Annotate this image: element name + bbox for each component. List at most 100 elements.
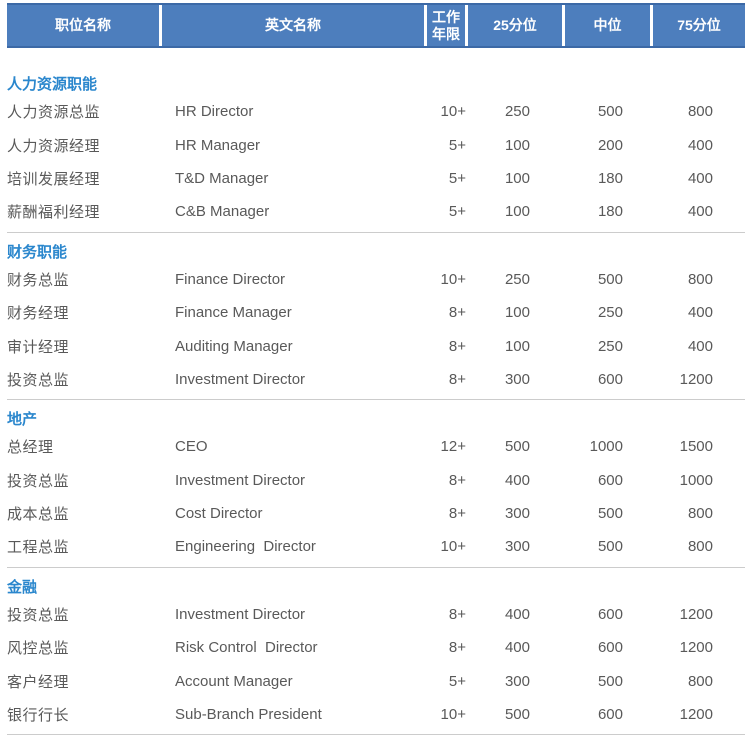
percentile-25-value: 100 bbox=[504, 136, 530, 154]
table-row: 投资总监 Investment Director 8+ 400 600 1200 bbox=[7, 598, 745, 631]
percentile-25-value: 250 bbox=[504, 270, 530, 288]
percentile-75-value: 800 bbox=[687, 270, 713, 288]
header-percentile-75: 75分位 bbox=[677, 17, 721, 34]
percentile-75-value: 800 bbox=[687, 103, 713, 121]
table-row: 培训发展经理 T&D Manager 5+ 100 180 400 bbox=[7, 162, 745, 195]
work-years-value: 5+ bbox=[448, 203, 466, 221]
work-years-value: 8+ bbox=[448, 337, 466, 355]
position-name-cn: 财务总监 bbox=[7, 271, 70, 289]
position-name-cn: 工程总监 bbox=[7, 539, 70, 557]
table-row: 财务经理 Finance Manager 8+ 100 250 400 bbox=[7, 296, 745, 329]
position-name-en: Auditing Manager bbox=[175, 337, 293, 355]
salary-table: 职位名称 英文名称 工作年限 25分位 中位 75分位 人力资源职能 人力资源总… bbox=[7, 3, 745, 736]
median-value: 500 bbox=[597, 672, 623, 690]
header-position-name: 职位名称 bbox=[7, 5, 162, 46]
table-row: 人力资源总监 HR Director 10+ 250 500 800 bbox=[7, 95, 745, 128]
median-value: 500 bbox=[597, 538, 623, 556]
percentile-25-value: 300 bbox=[504, 505, 530, 523]
position-name-en: Finance Manager bbox=[175, 304, 292, 322]
percentile-75-value: 400 bbox=[687, 304, 713, 322]
percentile-25-value: 100 bbox=[504, 169, 530, 187]
table-row: 财务总监 Finance Director 10+ 250 500 800 bbox=[7, 263, 745, 296]
percentile-75-value: 800 bbox=[687, 538, 713, 556]
table-row: 银行行长 Sub-Branch President 10+ 500 600 12… bbox=[7, 698, 745, 731]
position-name-cn: 总经理 bbox=[7, 439, 54, 457]
work-years-value: 5+ bbox=[448, 136, 466, 154]
position-name-cn: 审计经理 bbox=[7, 338, 70, 356]
percentile-25-value: 300 bbox=[504, 672, 530, 690]
header-work-years: 工作年限 bbox=[427, 5, 468, 46]
work-years-value: 10+ bbox=[440, 538, 466, 556]
percentile-75-value: 400 bbox=[687, 169, 713, 187]
position-name-en: Investment Director bbox=[175, 605, 306, 623]
median-value: 600 bbox=[597, 706, 623, 724]
median-value: 600 bbox=[597, 471, 623, 489]
percentile-25-value: 300 bbox=[504, 538, 530, 556]
work-years-value: 5+ bbox=[448, 672, 466, 690]
table-section: 金融 投资总监 Investment Director 8+ 400 600 1… bbox=[7, 578, 745, 736]
position-name-en: Cost Director bbox=[175, 505, 263, 523]
position-name-cn: 投资总监 bbox=[7, 606, 70, 624]
work-years-value: 10+ bbox=[440, 103, 466, 121]
position-name-en: C&B Manager bbox=[175, 203, 270, 221]
median-value: 180 bbox=[597, 203, 623, 221]
percentile-25-value: 500 bbox=[504, 438, 530, 456]
work-years-value: 8+ bbox=[448, 605, 466, 623]
position-name-en: T&D Manager bbox=[175, 169, 269, 187]
median-value: 250 bbox=[597, 304, 623, 322]
section-title: 人力资源职能 bbox=[7, 76, 98, 93]
table-row: 工程总监 Engineering Director 10+ 300 500 80… bbox=[7, 530, 745, 563]
section-rows: 人力资源总监 HR Director 10+ 250 500 800 人力资源经… bbox=[7, 95, 745, 229]
position-name-en: Account Manager bbox=[175, 672, 293, 690]
section-title: 财务职能 bbox=[7, 243, 68, 261]
percentile-25-value: 400 bbox=[504, 471, 530, 489]
median-value: 600 bbox=[597, 639, 623, 657]
table-section: 人力资源职能 人力资源总监 HR Director 10+ 250 500 80… bbox=[7, 75, 745, 233]
percentile-25-value: 400 bbox=[504, 639, 530, 657]
percentile-25-value: 500 bbox=[504, 706, 530, 724]
position-name-cn: 成本总监 bbox=[7, 506, 70, 524]
header-english-name: 英文名称 bbox=[162, 5, 427, 46]
median-value: 1000 bbox=[589, 438, 623, 456]
percentile-75-value: 400 bbox=[687, 203, 713, 221]
position-name-cn: 投资总监 bbox=[7, 371, 70, 389]
work-years-value: 12+ bbox=[440, 438, 466, 456]
percentile-25-value: 300 bbox=[504, 370, 530, 388]
median-value: 600 bbox=[597, 605, 623, 623]
position-name-en: Sub-Branch President bbox=[175, 706, 322, 724]
section-rows: 财务总监 Finance Director 10+ 250 500 800 财务… bbox=[7, 263, 745, 397]
table-row: 投资总监 Investment Director 8+ 400 600 1000 bbox=[7, 464, 745, 497]
position-name-cn: 客户经理 bbox=[7, 673, 70, 691]
position-name-en: Finance Director bbox=[175, 270, 286, 288]
section-rows: 总经理 CEO 12+ 500 1000 1500 投资总监 Investmen… bbox=[7, 430, 745, 564]
percentile-75-value: 400 bbox=[687, 136, 713, 154]
position-name-en: HR Manager bbox=[175, 136, 261, 154]
work-years-value: 8+ bbox=[448, 639, 466, 657]
position-name-en: Engineering Director bbox=[175, 538, 316, 556]
median-value: 500 bbox=[597, 505, 623, 523]
table-row: 风控总监 Risk Control Director 8+ 400 600 12… bbox=[7, 631, 745, 664]
position-name-en: CEO bbox=[175, 438, 208, 456]
percentile-25-value: 100 bbox=[504, 304, 530, 322]
work-years-value: 8+ bbox=[448, 471, 466, 489]
position-name-cn: 财务经理 bbox=[7, 305, 70, 323]
percentile-75-value: 1200 bbox=[679, 639, 713, 657]
percentile-75-value: 800 bbox=[687, 672, 713, 690]
percentile-75-value: 1200 bbox=[679, 370, 713, 388]
position-name-cn: 投资总监 bbox=[7, 472, 70, 490]
percentile-25-value: 100 bbox=[504, 337, 530, 355]
table-row: 投资总监 Investment Director 8+ 300 600 1200 bbox=[7, 363, 745, 396]
percentile-75-value: 800 bbox=[687, 505, 713, 523]
median-value: 200 bbox=[597, 136, 623, 154]
position-name-en: HR Director bbox=[175, 103, 254, 121]
work-years-value: 10+ bbox=[440, 270, 466, 288]
position-name-en: Investment Director bbox=[175, 471, 306, 489]
table-row: 成本总监 Cost Director 8+ 300 500 800 bbox=[7, 497, 745, 530]
table-row: 薪酬福利经理 C&B Manager 5+ 100 180 400 bbox=[7, 195, 745, 228]
percentile-75-value: 1200 bbox=[679, 605, 713, 623]
work-years-value: 5+ bbox=[448, 169, 466, 187]
percentile-25-value: 250 bbox=[504, 103, 530, 121]
table-row: 客户经理 Account Manager 5+ 300 500 800 bbox=[7, 664, 745, 697]
position-name-cn: 银行行长 bbox=[7, 707, 70, 725]
position-name-cn: 薪酬福利经理 bbox=[7, 204, 101, 222]
